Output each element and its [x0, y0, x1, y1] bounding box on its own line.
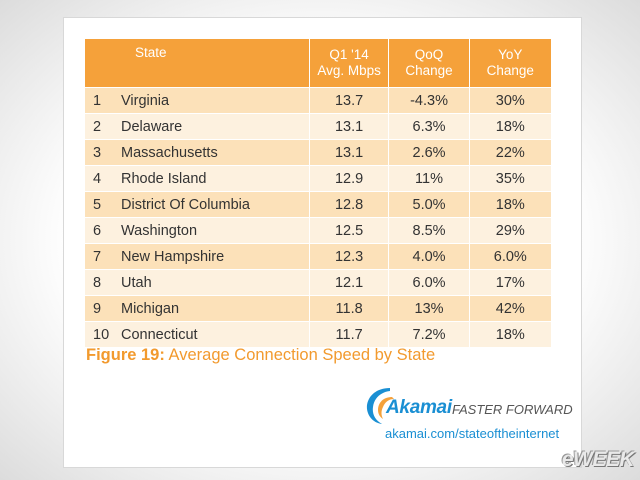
header-qoq: QoQ Change — [388, 39, 470, 88]
yoy-cell: 18% — [469, 191, 551, 218]
header-state: State — [85, 39, 310, 88]
rank-number: 7 — [93, 248, 102, 265]
rank-number: 8 — [93, 274, 102, 291]
qoq-cell: 11% — [388, 165, 470, 192]
speed-cell: 13.1 — [309, 113, 390, 140]
qoq-cell: 6.3% — [388, 113, 470, 140]
qoq-cell: 2.6% — [388, 139, 470, 166]
table-row: 3 Massachusetts 13.1 2.6% 22% — [85, 139, 551, 166]
state-cell: 8 Utah — [85, 269, 310, 296]
state-name: Connecticut — [121, 326, 198, 343]
table-header-row: State Q1 '14 Avg. Mbps QoQ Change YoY Chang… — [85, 39, 551, 88]
yoy-cell: 17% — [469, 269, 551, 296]
qoq-cell: 8.5% — [388, 217, 470, 244]
rank-number: 6 — [93, 222, 102, 239]
yoy-cell: 42% — [469, 295, 551, 322]
speed-cell: 12.8 — [309, 191, 390, 218]
table-row: 6 Washington 12.5 8.5% 29% — [85, 217, 551, 244]
table-row: 9 Michigan 11.8 13% 42% — [85, 295, 551, 322]
speed-cell: 12.9 — [309, 165, 390, 192]
yoy-cell: 18% — [469, 321, 551, 347]
eweek-watermark: eWEEK — [561, 448, 635, 471]
yoy-cell: 6.0% — [469, 243, 551, 270]
state-cell: 4 Rhode Island — [85, 165, 310, 192]
rank-number: 10 — [93, 326, 110, 343]
state-name: Virginia — [121, 92, 170, 109]
state-cell: 7 New Hampshire — [85, 243, 310, 270]
header-yoy: YoY Change — [469, 39, 551, 88]
table-row: 1 Virginia 13.7 -4.3% 30% — [85, 87, 551, 114]
table-row: 5 District Of Columbia 12.8 5.0% 18% — [85, 191, 551, 218]
table-body: 1 Virginia 13.7 -4.3% 30% 2 Delaware 13.1 6.3% 18… — [85, 87, 551, 347]
table-row: 7 New Hampshire 12.3 4.0% 6.0% — [85, 243, 551, 270]
state-cell: 5 District Of Columbia — [85, 191, 310, 218]
speed-cell: 11.8 — [309, 295, 390, 322]
table-row: 8 Utah 12.1 6.0% 17% — [85, 269, 551, 296]
akamai-tagline: FASTER FORWARD — [452, 402, 573, 417]
rank-number: 2 — [93, 118, 102, 135]
rank-number: 1 — [93, 92, 102, 109]
speed-cell: 13.7 — [309, 87, 390, 114]
qoq-cell: 5.0% — [388, 191, 470, 218]
state-cell: 10 Connecticut — [85, 321, 310, 347]
yoy-cell: 30% — [469, 87, 551, 114]
table-row: 10 Connecticut 11.7 7.2% 18% — [85, 321, 551, 347]
caption-text: Average Connection Speed by State — [164, 346, 436, 364]
state-cell: 2 Delaware — [85, 113, 310, 140]
yoy-cell: 18% — [469, 113, 551, 140]
qoq-cell: 7.2% — [388, 321, 470, 347]
rank-number: 3 — [93, 144, 102, 161]
table-row: 2 Delaware 13.1 6.3% 18% — [85, 113, 551, 140]
speed-cell: 12.1 — [309, 269, 390, 296]
speed-cell: 12.3 — [309, 243, 390, 270]
rank-number: 5 — [93, 196, 102, 213]
state-name: Delaware — [121, 118, 183, 135]
speed-cell: 13.1 — [309, 139, 390, 166]
yoy-cell: 22% — [469, 139, 551, 166]
state-name: Rhode Island — [121, 170, 207, 187]
state-name: Washington — [121, 222, 198, 239]
yoy-cell: 35% — [469, 165, 551, 192]
table-row: 4 Rhode Island 12.9 11% 35% — [85, 165, 551, 192]
state-name: Utah — [121, 274, 152, 291]
qoq-cell: -4.3% — [388, 87, 470, 114]
state-name: District Of Columbia — [121, 196, 250, 213]
speed-table: State Q1 '14 Avg. Mbps QoQ Change YoY Chang… — [85, 39, 551, 347]
akamai-logo: Akamai FASTER FORWARD — [364, 385, 573, 425]
state-name: Massachusetts — [121, 144, 218, 161]
caption-label: Figure 19: — [86, 346, 165, 364]
akamai-wave-icon — [366, 388, 394, 424]
state-cell: 9 Michigan — [85, 295, 310, 322]
qoq-cell: 4.0% — [388, 243, 470, 270]
yoy-cell: 29% — [469, 217, 551, 244]
akamai-wordmark: Akamai — [386, 397, 452, 418]
rank-number: 4 — [93, 170, 102, 187]
state-name: New Hampshire — [121, 248, 225, 265]
speed-cell: 11.7 — [309, 321, 390, 347]
rank-number: 9 — [93, 300, 102, 317]
header-speed: Q1 '14 Avg. Mbps — [309, 39, 390, 88]
speed-cell: 12.5 — [309, 217, 390, 244]
qoq-cell: 13% — [388, 295, 470, 322]
figure-caption: Figure 19: Average Connection Speed by S… — [86, 346, 435, 365]
state-cell: 1 Virginia — [85, 87, 310, 114]
akamai-url-link[interactable]: akamai.com/stateoftheinternet — [385, 426, 560, 441]
qoq-cell: 6.0% — [388, 269, 470, 296]
state-name: Michigan — [121, 300, 180, 317]
state-cell: 6 Washington — [85, 217, 310, 244]
state-cell: 3 Massachusetts — [85, 139, 310, 166]
